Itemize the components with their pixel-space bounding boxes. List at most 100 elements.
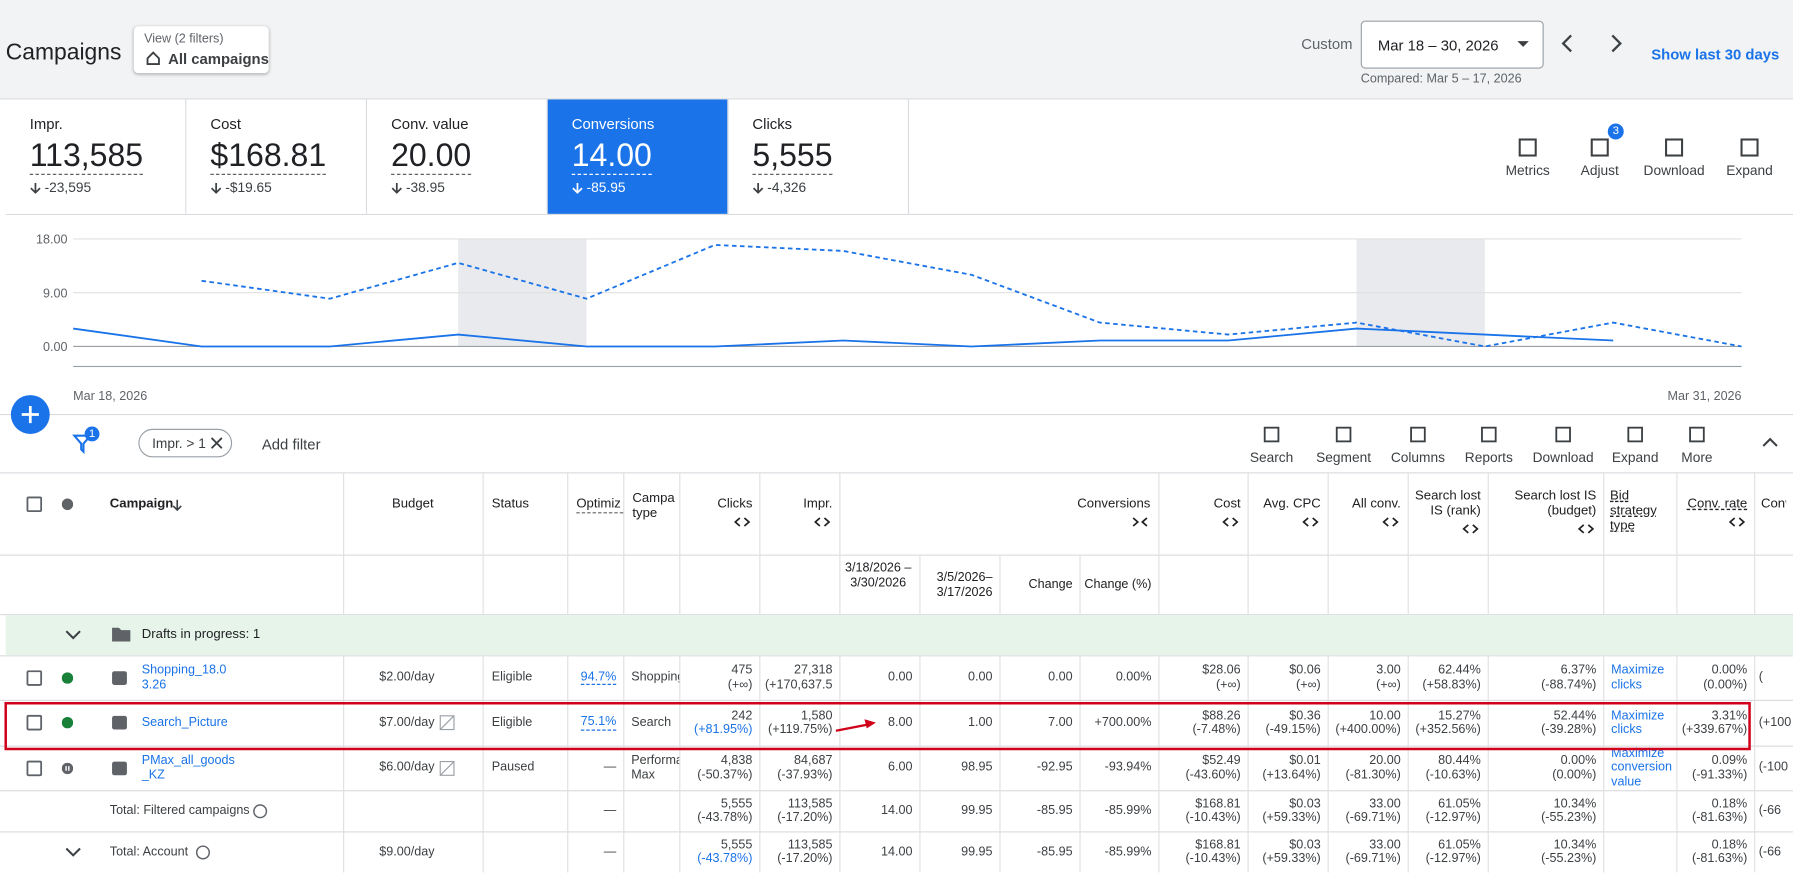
column-header[interactable]: Avg. CPC	[1263, 497, 1321, 512]
tool-icon[interactable]	[1664, 137, 1685, 158]
cell-text: 8.00	[888, 715, 913, 730]
sub-header[interactable]: Change (%)	[1084, 577, 1152, 592]
scorecard[interactable]: Clicks 5,555 -4,326	[728, 99, 910, 214]
checkbox[interactable]	[26, 760, 43, 776]
column-header[interactable]: Search lost IS (budget)	[1514, 489, 1597, 519]
next-button[interactable]	[1607, 33, 1625, 54]
tool-icon[interactable]	[1589, 137, 1610, 158]
cell-change: (-10.43%)	[1185, 810, 1241, 825]
table-tool-icon[interactable]	[1688, 425, 1706, 443]
sub-header[interactable]: Change	[1028, 577, 1073, 592]
column-header[interactable]: Campaign	[109, 497, 174, 512]
cell-text: $2.00/day	[379, 670, 435, 685]
scorecard-value: 5,555	[752, 136, 833, 175]
table-tool-label[interactable]: Search	[1249, 449, 1294, 466]
scorecard[interactable]: Cost $168.81 -$19.65	[186, 99, 368, 214]
table-cell: 0.00	[919, 655, 992, 700]
cell-change: (-37.93%)	[777, 767, 833, 782]
table-cell[interactable]: Maximize clicks	[1611, 655, 1676, 700]
tool-icon[interactable]	[1739, 137, 1760, 158]
column-header[interactable]: Impr.	[803, 497, 833, 512]
table-cell[interactable]: 94.7%	[567, 655, 617, 700]
cell-text: 1.00	[968, 715, 993, 730]
table-cell: Performa Max	[631, 746, 679, 791]
filter-chip[interactable]: Impr. > 1	[138, 428, 233, 458]
scorecard[interactable]: Impr. 113,585 -23,595	[5, 99, 187, 214]
table-tool-label[interactable]: Segment	[1316, 449, 1372, 466]
column-header[interactable]: Optimiz	[576, 497, 624, 514]
column-header[interactable]: Clicks	[717, 497, 753, 512]
tool-label[interactable]: Download	[1643, 162, 1705, 179]
table-cell: 80.44% (-10.63%)	[1408, 746, 1481, 791]
table-tool-icon[interactable]	[1262, 425, 1280, 443]
table-cell[interactable]: Shopping_18.03.26	[142, 655, 236, 700]
sub-header[interactable]: 3/18/2026 – 3/30/2026	[844, 561, 912, 591]
tool-label[interactable]: Adjust	[1580, 162, 1619, 179]
add-button[interactable]	[10, 395, 50, 435]
row-divider	[0, 554, 1793, 556]
table-cell[interactable]: Maximize clicks	[1611, 700, 1676, 746]
cell-value: 0.18%	[1711, 837, 1748, 852]
tool-label[interactable]: Metrics	[1505, 162, 1550, 179]
sub-header[interactable]: 3/5/2026– 3/17/2026	[936, 570, 993, 600]
table-tool-label[interactable]: Expand	[1611, 449, 1659, 466]
expand-chevron[interactable]	[65, 629, 81, 640]
checkbox[interactable]	[26, 714, 43, 731]
expand-chevron[interactable]	[65, 846, 81, 857]
table-tool-label[interactable]: Download	[1532, 449, 1594, 466]
column-header[interactable]: Search lost IS (rank)	[1415, 489, 1481, 519]
sort-icon	[1222, 517, 1239, 527]
column-header[interactable]: Bid strategy type	[1610, 489, 1657, 533]
table-cell: 84,687 (-37.93%)	[759, 746, 832, 791]
table-cell[interactable]: 75.1%	[567, 700, 617, 746]
table-tool-label[interactable]: More	[1681, 449, 1713, 466]
tool-icon[interactable]	[1517, 137, 1538, 158]
table-cell[interactable]: PMax_all_goods_KZ	[142, 746, 236, 791]
cell-text: 94.7%	[580, 669, 617, 686]
table-cell: 0.00% (0.00%)	[1488, 746, 1596, 791]
column-header[interactable]: Status	[491, 497, 529, 512]
column-header[interactable]: Budget	[391, 497, 434, 512]
table-cell: $168.81 (-10.43%)	[1158, 790, 1240, 831]
collapse-icon[interactable]	[1762, 437, 1778, 448]
table-tool-icon[interactable]	[1409, 425, 1427, 443]
table-tool-icon[interactable]	[1626, 425, 1644, 443]
show-last-link[interactable]: Show last 30 days	[1651, 45, 1780, 63]
column-header[interactable]: Conv.	[1760, 497, 1786, 512]
column-header[interactable]: Conv. rate	[1687, 497, 1748, 512]
cell-text: 14.00	[881, 844, 913, 859]
table-tool-label[interactable]: Columns	[1390, 449, 1445, 466]
cell-change: (-43.78%)	[697, 851, 753, 866]
cell-text: Maximize clicks	[1611, 663, 1665, 692]
row-divider	[0, 745, 1793, 747]
row-divider	[0, 472, 1793, 474]
view-selector[interactable]: View (2 filters) All campaigns	[133, 26, 269, 74]
table-cell: (+100	[1759, 700, 1793, 746]
table-tool-icon[interactable]	[1554, 425, 1572, 443]
column-header[interactable]: Campa type	[632, 491, 675, 521]
date-picker[interactable]: Mar 18 – 30, 2026	[1360, 20, 1544, 69]
drafts-row	[5, 615, 1793, 656]
scorecard[interactable]: Conv. value 20.00 -38.95	[367, 99, 548, 214]
table-cell: (	[1759, 655, 1793, 700]
scorecard-value: 14.00	[571, 136, 652, 175]
column-group-header[interactable]: Conversions	[1077, 497, 1151, 512]
checkbox[interactable]	[26, 496, 43, 513]
column-header[interactable]: Cost	[1213, 497, 1241, 512]
prev-button[interactable]	[1559, 33, 1577, 54]
cell-change: (-91.33%)	[1692, 767, 1748, 782]
chip-close[interactable]	[210, 437, 223, 450]
table-tool-icon[interactable]	[1480, 425, 1498, 443]
cell-text: 0.00%	[1115, 670, 1152, 685]
table-tool-label[interactable]: Reports	[1464, 449, 1513, 466]
table-cell: $168.81 (-10.43%)	[1158, 831, 1240, 872]
table-cell[interactable]: Search_Picture	[142, 700, 236, 746]
add-filter[interactable]: Add filter	[261, 435, 321, 453]
column-header[interactable]: All conv.	[1352, 497, 1401, 512]
checkbox[interactable]	[26, 669, 43, 686]
scorecard[interactable]: Conversions 14.00 -85.95	[547, 99, 729, 214]
tool-label[interactable]: Expand	[1726, 162, 1773, 179]
table-tool-icon[interactable]	[1334, 425, 1352, 443]
